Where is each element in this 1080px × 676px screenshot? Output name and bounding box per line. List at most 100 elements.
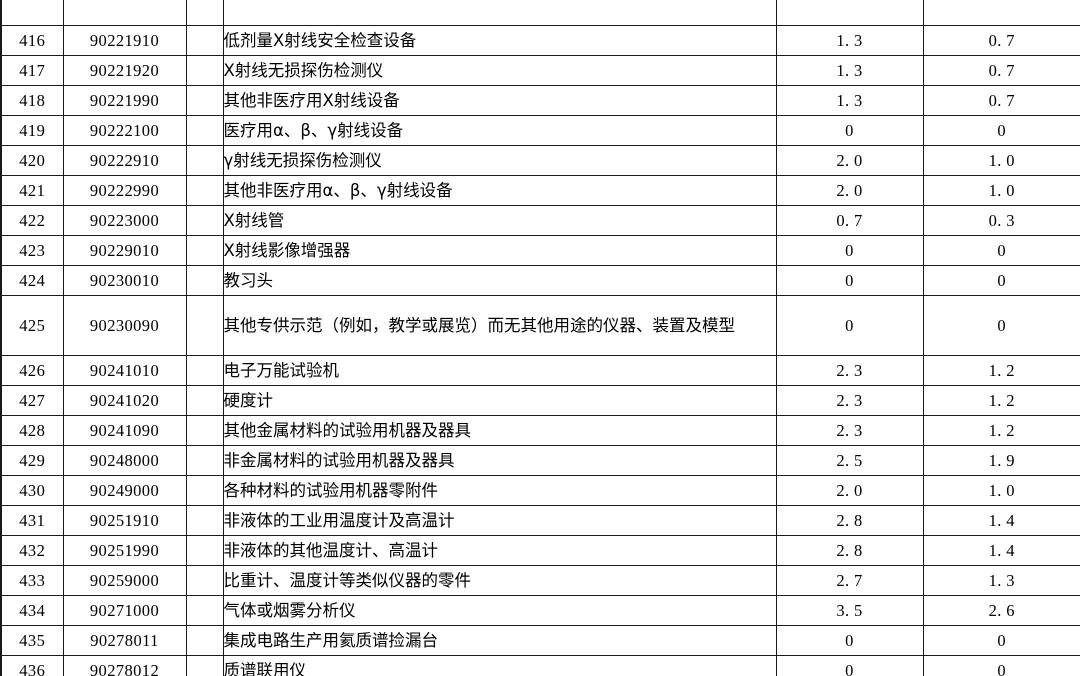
cell-sequence-number: 419 [0, 115, 64, 146]
table-row: 420 90222910 γ射线无损探伤检测仪 2. 0 1. 0 [0, 145, 1080, 176]
cell-blank [185, 115, 224, 146]
cell-blank [185, 655, 224, 676]
cell-blank [185, 0, 224, 26]
cell-sequence-number: 432 [0, 535, 64, 566]
cell-rate-b: 1. 2 [922, 355, 1080, 386]
table-row: 424 90230010 教习头 0 0 [0, 265, 1080, 296]
cell-hs-commodity-code: 90230010 [62, 265, 187, 296]
cell-rate-b: 0 [922, 625, 1080, 656]
cell-blank [185, 265, 224, 296]
cell-sequence-number: 425 [0, 295, 64, 356]
cell-hs-commodity-code: 90222990 [62, 175, 187, 206]
cell-hs-commodity-code: 90251990 [62, 535, 187, 566]
cell-blank [185, 595, 224, 626]
cell-rate-a: 2. 3 [775, 385, 924, 416]
table-row: 436 90278012 质谱联用仪 0 0 [0, 655, 1080, 676]
cell-rate-a: 0 [775, 265, 924, 296]
cell-description: 气体或烟雾分析仪 [222, 595, 777, 626]
cell-rate-a: 0 [775, 115, 924, 146]
cell-sequence-number: 426 [0, 355, 64, 386]
cell-sequence-number: 418 [0, 85, 64, 116]
cell-description: 非液体的工业用温度计及高温计 [222, 505, 777, 536]
cell-rate-b: 1. 2 [922, 415, 1080, 446]
cell-rate-b: 1. 4 [922, 505, 1080, 536]
cell-sequence-number: 423 [0, 235, 64, 266]
table-row: 429 90248000 非金属材料的试验用机器及器具 2. 5 1. 9 [0, 445, 1080, 476]
cell-hs-commodity-code: 90271000 [62, 595, 187, 626]
table-row: 432 90251990 非液体的其他温度计、高温计 2. 8 1. 4 [0, 535, 1080, 566]
cell-rate-a: 0. 7 [775, 205, 924, 236]
table-row: 431 90251910 非液体的工业用温度计及高温计 2. 8 1. 4 [0, 505, 1080, 536]
cell-hs-commodity-code: 90229010 [62, 235, 187, 266]
cell-blank [185, 535, 224, 566]
cell-description: X射线无损探伤检测仪 [222, 55, 777, 86]
cell-rate-a: 2. 5 [775, 445, 924, 476]
cell-rate-a: 2. 0 [775, 175, 924, 206]
table-row: 428 90241090 其他金属材料的试验用机器及器具 2. 3 1. 2 [0, 415, 1080, 446]
cell-sequence-number: 430 [0, 475, 64, 506]
cell-blank [185, 175, 224, 206]
cell-sequence-number: 427 [0, 385, 64, 416]
cell-sequence-number: 424 [0, 265, 64, 296]
cell-hs-commodity-code: 90248000 [62, 445, 187, 476]
cell-rate-b: 1. 2 [922, 385, 1080, 416]
cell-hs-commodity-code: 90222910 [62, 145, 187, 176]
cell-rate-a: 0 [775, 655, 924, 676]
cell-rate-a: 1. 3 [775, 25, 924, 56]
cell-blank [185, 475, 224, 506]
table-row: 434 90271000 气体或烟雾分析仪 3. 5 2. 6 [0, 595, 1080, 626]
cell-hs-commodity-code: 90278012 [62, 655, 187, 676]
table-row: 433 90259000 比重计、温度计等类似仪器的零件 2. 7 1. 3 [0, 565, 1080, 596]
cell-rate-b: 0. 7 [922, 25, 1080, 56]
cell-description: γ射线无损探伤检测仪 [222, 145, 777, 176]
cell-description: 其他非医疗用α、β、γ射线设备 [222, 175, 777, 206]
table-row: 426 90241010 电子万能试验机 2. 3 1. 2 [0, 355, 1080, 386]
cell-rate-b [922, 0, 1080, 26]
cell-rate-b: 1. 9 [922, 445, 1080, 476]
cell-blank [185, 295, 224, 356]
cell-hs-commodity-code: 90259000 [62, 565, 187, 596]
cell-blank [185, 415, 224, 446]
cell-hs-commodity-code: 90278011 [62, 625, 187, 656]
cell-rate-a: 2. 3 [775, 415, 924, 446]
table-row: 430 90249000 各种材料的试验用机器零附件 2. 0 1. 0 [0, 475, 1080, 506]
cell-blank [185, 505, 224, 536]
cell-rate-b: 1. 0 [922, 475, 1080, 506]
cell-hs-commodity-code: 90241020 [62, 385, 187, 416]
cell-rate-a: 0 [775, 295, 924, 356]
table-row: 422 90223000 X射线管 0. 7 0. 3 [0, 205, 1080, 236]
cell-hs-commodity-code: 90241010 [62, 355, 187, 386]
cell-blank [185, 445, 224, 476]
cell-description [222, 0, 777, 26]
table-row: 435 90278011 集成电路生产用氦质谱捡漏台 0 0 [0, 625, 1080, 656]
cell-sequence-number: 435 [0, 625, 64, 656]
cell-description: 其他金属材料的试验用机器及器具 [222, 415, 777, 446]
cell-hs-commodity-code: 90221910 [62, 25, 187, 56]
cell-rate-a [775, 0, 924, 26]
cell-sequence-number: 421 [0, 175, 64, 206]
cell-description: X射线管 [222, 205, 777, 236]
cell-description: 医疗用α、β、γ射线设备 [222, 115, 777, 146]
cell-sequence-number: 422 [0, 205, 64, 236]
cell-description: 质谱联用仪 [222, 655, 777, 676]
cell-description: 比重计、温度计等类似仪器的零件 [222, 565, 777, 596]
cell-rate-b: 2. 6 [922, 595, 1080, 626]
cell-rate-b: 1. 0 [922, 175, 1080, 206]
cell-rate-a: 2. 8 [775, 535, 924, 566]
table-row: 423 90229010 X射线影像增强器 0 0 [0, 235, 1080, 266]
cell-hs-commodity-code: 90222100 [62, 115, 187, 146]
cell-description: 低剂量X射线安全检查设备 [222, 25, 777, 56]
cell-description: 电子万能试验机 [222, 355, 777, 386]
cell-rate-a: 1. 3 [775, 55, 924, 86]
cell-rate-a: 2. 7 [775, 565, 924, 596]
cell-blank [185, 235, 224, 266]
cell-hs-commodity-code: 90223000 [62, 205, 187, 236]
cell-sequence-number: 429 [0, 445, 64, 476]
cell-rate-a: 1. 3 [775, 85, 924, 116]
cell-rate-a: 2. 3 [775, 355, 924, 386]
cell-sequence-number: 428 [0, 415, 64, 446]
cell-blank [185, 205, 224, 236]
